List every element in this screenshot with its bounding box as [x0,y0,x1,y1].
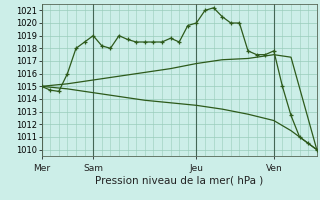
X-axis label: Pression niveau de la mer( hPa ): Pression niveau de la mer( hPa ) [95,175,263,185]
